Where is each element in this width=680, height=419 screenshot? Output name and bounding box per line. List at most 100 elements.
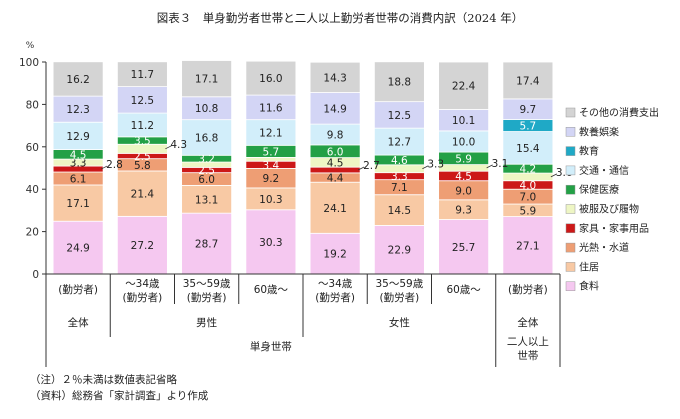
leader-line (550, 173, 558, 178)
data-label: 4.5 (455, 171, 472, 183)
bar-segment (373, 61, 425, 103)
bar-segment (245, 94, 297, 121)
data-label: 9.2 (263, 173, 280, 185)
data-label: 9.8 (327, 130, 344, 142)
legend-swatch (565, 165, 576, 176)
data-label: 14.9 (323, 103, 346, 115)
legend-label: 光熱・水道 (579, 241, 629, 254)
bar-segment (309, 61, 361, 93)
bar-segment (309, 181, 361, 234)
bar-segment (502, 131, 554, 165)
data-label: 9.3 (455, 205, 472, 217)
category-label: (勤労者) (508, 283, 548, 296)
category-label: (勤労者) (380, 291, 420, 304)
data-label: 9.0 (455, 185, 472, 197)
category-label: 60歳～ (254, 284, 289, 296)
data-label: 2.5 (198, 165, 215, 177)
leader-line (165, 145, 172, 150)
group-label: 男性 (196, 316, 217, 329)
bar-segment (116, 86, 168, 114)
leader-line (100, 165, 108, 170)
data-label: 17.4 (516, 75, 540, 87)
data-label: 3.5 (134, 136, 151, 148)
data-label: 22.9 (388, 245, 411, 257)
data-label: 4.4 (327, 173, 344, 185)
data-label: 21.4 (131, 189, 155, 201)
bar-segment (245, 60, 297, 96)
supergroup-label: 二人以上 (507, 336, 549, 348)
data-label: 12.5 (388, 110, 411, 122)
data-label: 10.1 (452, 115, 475, 127)
data-label: 5.9 (455, 153, 472, 165)
legend-swatch (565, 146, 576, 156)
data-label: 18.8 (388, 77, 411, 89)
data-label: 16.8 (195, 132, 218, 144)
data-label: 17.1 (195, 74, 218, 86)
data-label: 4.0 (520, 180, 537, 192)
data-label: 11.6 (259, 102, 283, 114)
category-label: (勤労者) (187, 291, 227, 304)
bar-segment (373, 101, 425, 129)
category-label: (勤労者) (58, 283, 98, 296)
data-label: 9.7 (520, 104, 537, 116)
data-label: 22.4 (452, 81, 476, 93)
data-label: 25.7 (452, 242, 475, 254)
category-label: (勤労者) (315, 291, 355, 304)
y-axis-unit: % (26, 41, 35, 51)
data-label: 4.2 (520, 164, 537, 176)
data-label: 28.7 (195, 239, 218, 251)
legend-swatch (565, 262, 576, 272)
data-label: 5.9 (520, 205, 537, 217)
data-label: 24.1 (323, 203, 346, 215)
y-tick-label: 60 (26, 142, 39, 154)
data-label: 4.5 (70, 149, 87, 161)
legend-label: 家具・家事用品 (579, 222, 649, 235)
bar-segment (373, 194, 425, 226)
legend-swatch (565, 223, 576, 234)
data-label: 12.7 (388, 137, 411, 149)
legend-label: 食料 (579, 280, 599, 293)
data-label: 5.7 (520, 120, 537, 132)
data-label: 17.1 (66, 198, 89, 210)
data-label: 7.0 (520, 192, 537, 204)
bar-segment (438, 61, 490, 110)
y-tick-label: 100 (19, 57, 39, 69)
legend-swatch (565, 281, 576, 291)
leader-line (422, 165, 429, 170)
data-label: 14.5 (388, 205, 411, 217)
bar-segment (116, 170, 168, 217)
data-label: 27.2 (131, 240, 154, 252)
bar-segment (245, 119, 297, 146)
data-label: 24.9 (66, 243, 89, 255)
bar-segment (502, 61, 554, 100)
data-label: 14.3 (323, 72, 346, 84)
data-label: 12.9 (66, 131, 89, 143)
data-label: 3.2 (198, 154, 215, 166)
legend-swatch (565, 184, 576, 195)
data-label: 3.3 (70, 158, 87, 170)
data-label: 7.1 (391, 182, 408, 194)
legend-swatch (565, 107, 576, 118)
legend-swatch (565, 127, 576, 137)
data-label: 5.8 (134, 160, 151, 172)
bar-segment (373, 127, 425, 156)
bar-segment (116, 215, 168, 275)
data-label: 30.3 (259, 237, 282, 249)
bar-segment (52, 61, 104, 97)
chart-title: 図表３ 単身勤労者世帯と二人以上勤労者世帯の消費内訳（2024 年） (156, 11, 524, 25)
legend-label: 交通・通信 (579, 164, 629, 177)
data-label-outside: 2.7 (363, 160, 380, 172)
bar-segment (245, 209, 297, 275)
data-label: 19.2 (323, 249, 346, 261)
legend-label: 教育 (579, 145, 599, 158)
data-label: 12.5 (131, 95, 154, 107)
bar-segment (373, 225, 425, 275)
data-label: 10.3 (259, 194, 282, 206)
supergroup-label: 世帯 (517, 349, 538, 362)
bar-segment (181, 184, 233, 214)
category-label: 35～59歳 (183, 278, 231, 290)
data-label: 6.0 (327, 146, 344, 158)
note-source: （資料）総務省「家計調査」より作成 (30, 390, 209, 402)
data-label: 15.4 (516, 143, 540, 155)
